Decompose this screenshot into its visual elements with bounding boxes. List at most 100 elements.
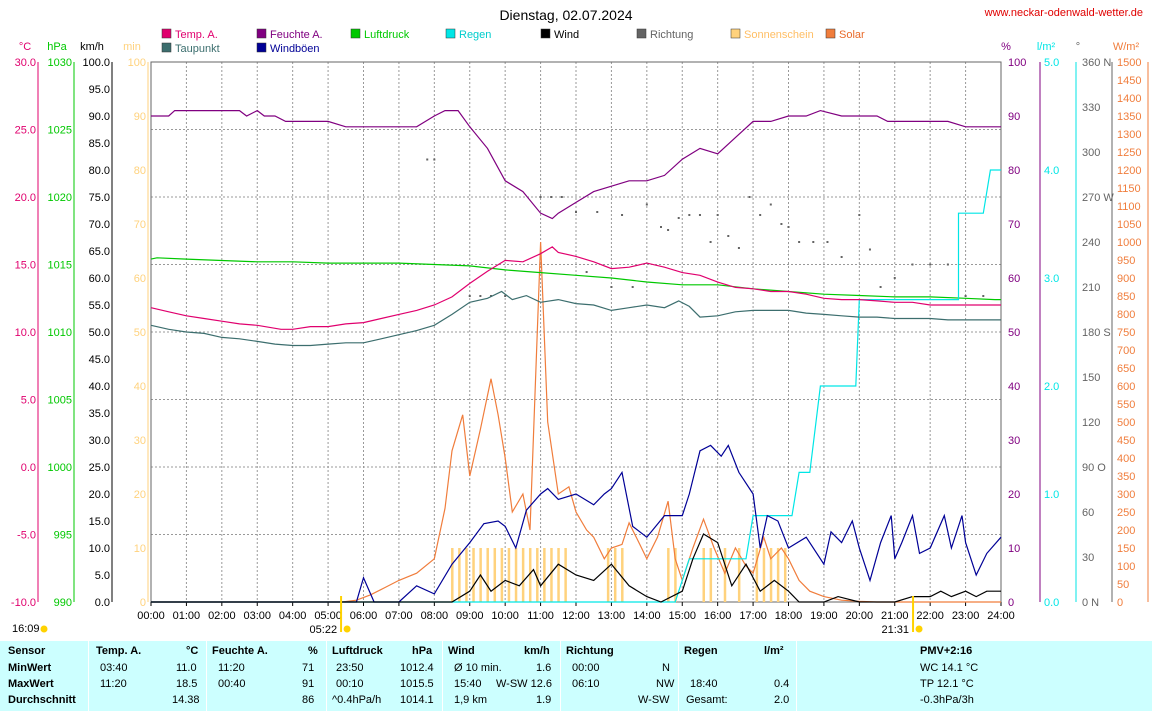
unit-temp: °C (19, 41, 31, 53)
solar-tick-label: 1000 (1117, 237, 1141, 249)
unit-wind: km/h (80, 41, 104, 53)
dir-tick-label: 270 W (1082, 192, 1114, 204)
time-tick-label: 07:00 (385, 610, 413, 622)
dir-tick-label: 330 (1082, 102, 1100, 114)
hum-tick-label: 30 (1008, 435, 1020, 447)
direction-point (550, 196, 553, 198)
windb-en-line (151, 444, 1002, 603)
hum-tick-label: 20 (1008, 489, 1020, 501)
wind-tick-label: 85.0 (89, 138, 110, 150)
avg-press-value: 1014.1 (400, 694, 434, 706)
sunshine-bar (528, 548, 532, 602)
solar-tick-label: 50 (1117, 579, 1129, 591)
sunshine-bar (465, 548, 468, 602)
wind-avg-label: Ø 10 min. (454, 662, 502, 674)
sunshine-bar (486, 548, 489, 602)
wind-distance: 1,9 km (454, 694, 488, 706)
legend-label: Sonnenschein (744, 29, 814, 41)
solar-tick-label: 750 (1117, 327, 1135, 339)
direction-point (504, 295, 507, 297)
hum-tick-label: 0 (1008, 597, 1014, 609)
unit-hum: % (1001, 41, 1011, 53)
avg-wind-value: 1.9 (536, 694, 552, 706)
weather-chart: Dienstag, 02.07.2024 www.neckar-odenwald… (11, 7, 1149, 636)
max-rain-time: 18:40 (690, 678, 718, 690)
dir-tick-label: 0 N (1082, 597, 1099, 609)
direction-point (737, 247, 740, 249)
grid (150, 61, 1002, 603)
sunset-time: 21:31 (882, 624, 910, 636)
wind-tick-label: 45.0 (89, 354, 110, 366)
table-divider (88, 641, 89, 711)
sunshine-bar (674, 548, 677, 602)
temp-tick-label: 10.0 (15, 327, 36, 339)
press-tick-label: 1020 (48, 192, 72, 204)
site-url: www.neckar-odenwald-wetter.de (984, 7, 1143, 19)
wind-tick-label: 5.0 (95, 570, 110, 582)
solar-tick-label: 1300 (1117, 129, 1141, 141)
hum-tick-label: 60 (1008, 273, 1020, 285)
sunshine-bar (762, 548, 766, 602)
rain-tick-label: 1.0 (1044, 489, 1059, 501)
hum-tick-label: 10 (1008, 543, 1020, 555)
rain-tick-label: 0.0 (1044, 597, 1059, 609)
time-tick-label: 10:00 (491, 610, 519, 622)
sun-tick-label: 30 (134, 435, 146, 447)
sun-tick-label: 50 (134, 327, 146, 339)
direction-point (840, 256, 843, 258)
time-tick-label: 06:00 (350, 610, 378, 622)
time-tick-label: 13:00 (598, 610, 626, 622)
hdr-press-unit: hPa (412, 645, 433, 657)
direction-point (660, 226, 662, 228)
solar-tick-label: 950 (1117, 255, 1135, 267)
dir-tick-label: 120 (1082, 417, 1100, 429)
press-tick-label: 995 (54, 530, 72, 542)
direction-point (868, 248, 871, 251)
sunshine-bar (521, 548, 525, 602)
feuchte-a-line (151, 109, 1001, 220)
sun-tick-label: 90 (134, 111, 146, 123)
sun-tick-label: 20 (134, 489, 146, 501)
min-temp-value: 11.0 (176, 662, 197, 674)
max-press-value: 1015.5 (400, 678, 434, 690)
wind-tick-label: 35.0 (89, 408, 110, 420)
press-3h: -0.3hPa/3h (920, 694, 974, 706)
sunshine-bar (702, 548, 705, 602)
direction-point (596, 211, 599, 213)
max-hum-time: 00:40 (218, 678, 246, 690)
hum-tick-label: 70 (1008, 219, 1020, 231)
direction-point (677, 217, 680, 219)
direction-point (964, 295, 967, 297)
sun-tick-label: 0 (140, 597, 146, 609)
min-press-value: 1012.4 (400, 662, 434, 674)
sun-icon (915, 625, 923, 633)
direction-point (610, 286, 613, 288)
legend-swatch (540, 28, 551, 39)
sunshine-bar (472, 548, 475, 602)
chart-title: Dienstag, 02.07.2024 (499, 7, 632, 23)
direction-point (798, 241, 801, 243)
wind-tick-label: 10.0 (89, 543, 110, 555)
solar-tick-label: 400 (1117, 453, 1135, 465)
sun-marks: 05:22 21:31 16:09 (12, 596, 923, 636)
solar-tick-label: 500 (1117, 417, 1135, 429)
wind-tick-label: 30.0 (89, 435, 110, 447)
solar-tick-label: 1050 (1117, 219, 1141, 231)
solar-line (151, 241, 1001, 603)
avg-hum-value: 86 (302, 694, 315, 706)
solar-tick-label: 100 (1117, 561, 1135, 573)
direction-point (426, 158, 429, 161)
max-hum-value: 91 (302, 678, 315, 690)
solar-tick-label: 250 (1117, 507, 1135, 519)
time-tick-label: 21:00 (881, 610, 909, 622)
hdr-hum-unit: % (308, 645, 318, 657)
press-tick-label: 990 (54, 597, 72, 609)
hdr-wind: Wind (448, 645, 475, 657)
sunshine-bar (493, 548, 497, 602)
legend-swatch (825, 28, 836, 39)
table-divider (796, 641, 797, 711)
sun-tick-label: 10 (134, 543, 146, 555)
sunshine-bar (458, 548, 461, 602)
direction-point (539, 196, 542, 198)
solar-tick-label: 0 (1117, 597, 1123, 609)
